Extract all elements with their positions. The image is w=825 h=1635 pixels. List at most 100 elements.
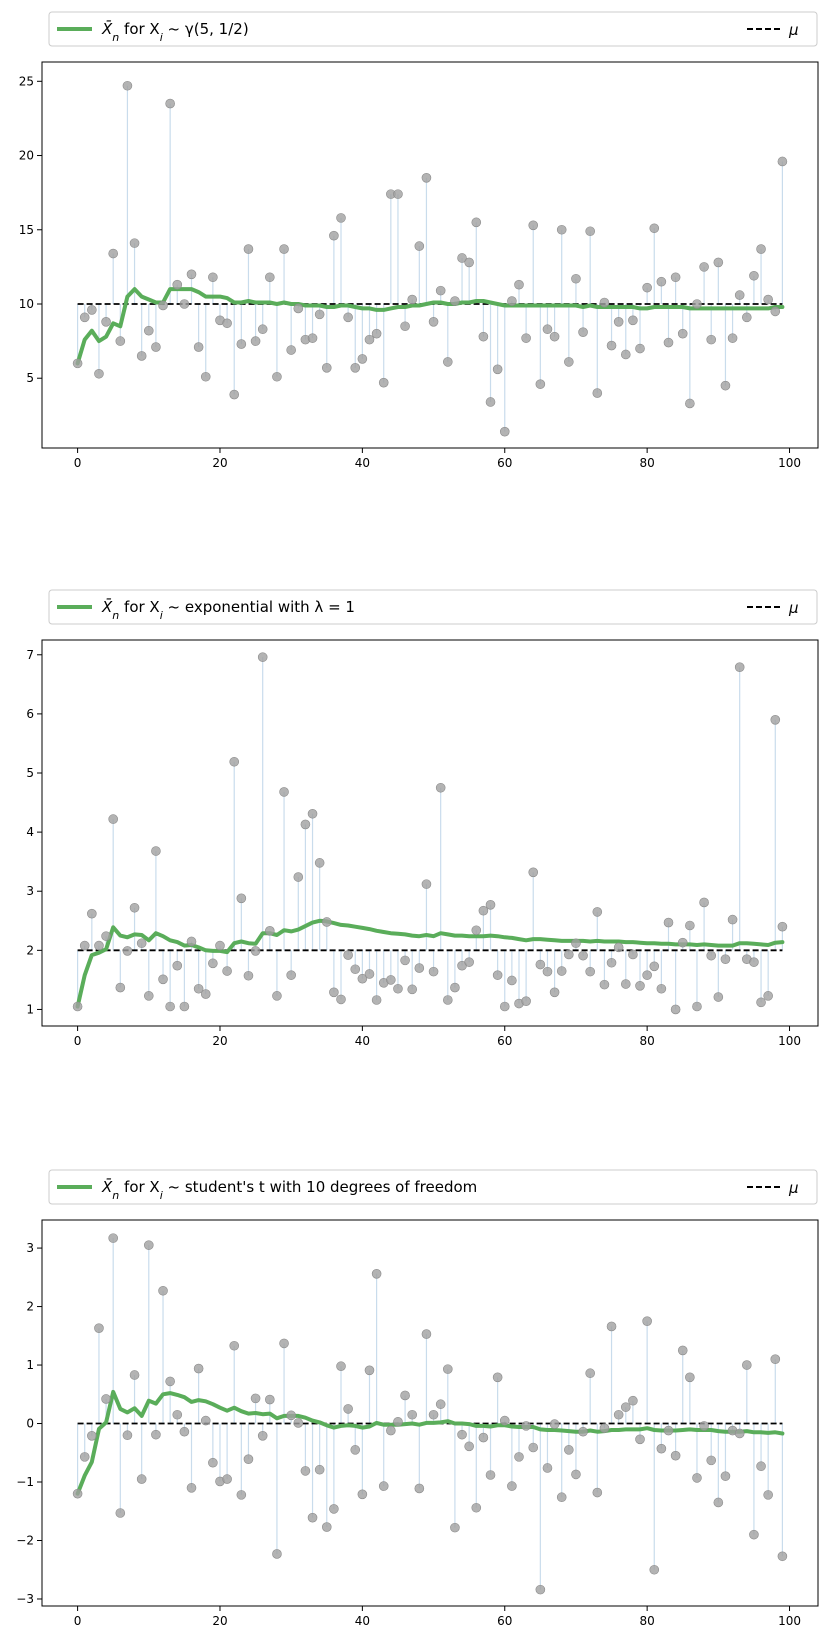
sample-point — [72, 358, 83, 369]
sample-point — [101, 1394, 111, 1404]
sample-point — [279, 244, 289, 254]
sample-point — [442, 1364, 453, 1374]
sample-point — [165, 1376, 175, 1387]
legend-label-part: ~ student's t with 10 degrees of freedom — [163, 1178, 478, 1196]
sample-point — [136, 938, 147, 949]
sample-point — [613, 317, 624, 327]
x-tick-label: 0 — [74, 1034, 82, 1048]
sample-point — [371, 995, 382, 1005]
sample-point — [357, 973, 368, 984]
sample-point — [514, 1452, 524, 1462]
sample-point — [628, 1395, 638, 1406]
x-axis: 0 20 40 60 80 100 — [74, 1606, 801, 1628]
sample-point — [692, 299, 702, 309]
sample-point — [499, 1415, 510, 1426]
sample-point — [464, 957, 474, 967]
legend-label-part: X̄ — [101, 597, 113, 616]
sample-point — [129, 902, 140, 913]
sample-point — [749, 957, 759, 967]
sample-point — [727, 333, 738, 343]
sample-point — [378, 1481, 389, 1491]
sample-point — [343, 1404, 353, 1414]
sample-point — [514, 279, 524, 290]
sample-point — [243, 244, 254, 254]
sample-point — [428, 1409, 439, 1420]
x-tick-label: 100 — [778, 456, 801, 470]
sample-point — [471, 217, 482, 228]
y-tick-label: 25 — [19, 74, 34, 88]
sample-point — [165, 98, 175, 109]
sample-point — [442, 357, 453, 367]
sample-point — [151, 342, 161, 352]
sample-point — [286, 970, 296, 980]
sample-point — [592, 907, 603, 917]
sample-point — [542, 966, 553, 977]
sample-point — [492, 1372, 503, 1383]
sample-point — [742, 312, 752, 323]
legend-label-part: n — [112, 1189, 119, 1202]
sample-point — [286, 345, 296, 355]
sample-point — [756, 244, 766, 254]
chart-panel-3: X̄n for Xi ~ student's t with 10 degrees… — [16, 1169, 819, 1628]
x-tick-label: 60 — [497, 1614, 512, 1628]
y-axis: 5 10 15 20 25 — [19, 74, 42, 385]
axes-frame — [41, 61, 819, 449]
sample-point — [485, 900, 496, 910]
sample-point — [200, 1415, 211, 1426]
legend-label-part: ~ γ(5, 1/2) — [163, 20, 249, 38]
sample-point — [87, 305, 97, 315]
sample-point — [734, 1428, 745, 1439]
y-tick-label: 20 — [19, 149, 34, 163]
sample-point — [421, 173, 432, 183]
sample-point — [179, 299, 190, 309]
sample-point — [464, 257, 474, 268]
sample-point — [158, 300, 168, 311]
sample-point — [386, 1425, 396, 1436]
sample-point — [734, 662, 745, 672]
sample-point — [428, 966, 439, 977]
sample-point — [670, 1004, 681, 1015]
sample-point — [521, 1421, 531, 1431]
sample-point — [321, 917, 332, 927]
y-tick-label: −2 — [16, 1533, 34, 1547]
sample-point — [350, 1445, 361, 1455]
sample-point — [243, 1454, 254, 1465]
sample-point — [414, 1483, 425, 1494]
sample-point — [492, 970, 503, 980]
sample-point — [450, 1522, 460, 1533]
sample-point — [250, 1393, 261, 1404]
sample-point — [471, 1502, 482, 1513]
sample-point — [243, 970, 254, 981]
sample-point — [642, 970, 652, 980]
sample-point — [136, 1474, 147, 1484]
sample-markers — [72, 1233, 788, 1595]
legend-frame — [48, 1169, 818, 1205]
running-mean-line — [75, 1389, 785, 1496]
sample-point — [578, 950, 588, 961]
sample-point — [457, 253, 467, 263]
running-mean-line — [75, 287, 785, 366]
y-tick-label: 2 — [26, 1300, 34, 1314]
sample-point — [94, 368, 104, 379]
sample-point — [151, 846, 161, 856]
sample-point — [257, 652, 268, 662]
sample-markers — [72, 80, 788, 437]
sample-point — [706, 334, 717, 345]
sample-point — [393, 189, 403, 199]
sample-point — [222, 318, 232, 329]
sample-point — [407, 294, 418, 305]
sample-point — [314, 309, 325, 320]
sample-point — [450, 982, 460, 993]
sample-point — [727, 914, 738, 925]
sample-point — [307, 1512, 318, 1523]
sample-point — [200, 371, 211, 382]
legend-label-part: for X — [119, 20, 159, 38]
sample-point — [478, 905, 489, 916]
y-tick-label: 10 — [19, 297, 34, 311]
sample-point — [435, 285, 446, 296]
y-axis: 1 2 3 4 5 6 7 — [26, 648, 42, 1016]
sample-point — [414, 241, 425, 251]
sample-point — [542, 324, 553, 335]
sample-point — [343, 950, 353, 960]
